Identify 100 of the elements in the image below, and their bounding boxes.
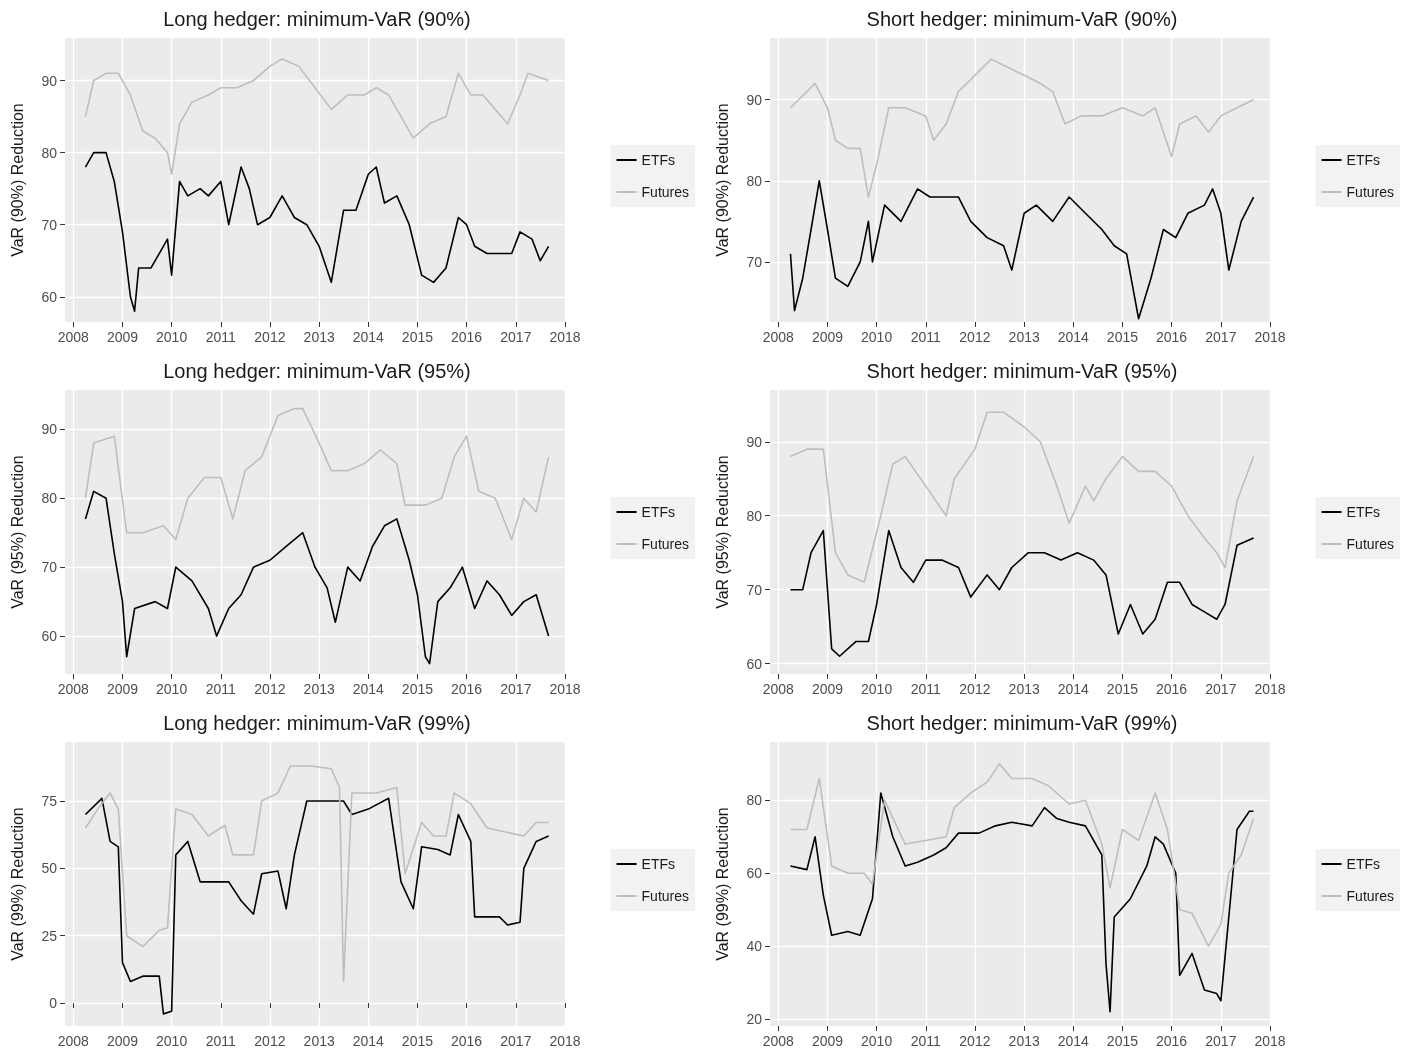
x-tick-label: 2014	[1057, 329, 1090, 345]
x-tick-label: 2013	[1008, 681, 1040, 697]
y-tick-label: 70	[746, 253, 763, 270]
legend-label: ETFs	[1346, 504, 1380, 520]
x-tick-label: 2008	[762, 329, 794, 345]
y-axis-title: VaR (95%) Reduction	[8, 455, 26, 609]
x-tick-label: 2009	[811, 681, 844, 697]
legend-label: ETFs	[1346, 856, 1380, 872]
line-series	[84, 490, 550, 665]
x-tick-label: 2015	[401, 329, 434, 345]
x-tick-label: 2016	[1156, 329, 1188, 345]
y-tick-label: 80	[41, 144, 58, 161]
y-tick-label: 80	[746, 792, 763, 809]
legend-label: ETFs	[641, 856, 675, 872]
y-tick-label: 70	[746, 581, 763, 598]
y-tick-label: 60	[746, 655, 763, 672]
y-tick-label: 25	[41, 927, 58, 944]
x-tick-label: 2015	[401, 681, 434, 697]
x-tick-label: 2018	[549, 329, 581, 345]
x-tick-label: 2013	[303, 681, 335, 697]
y-tick-label: 80	[41, 490, 58, 507]
x-tick-label: 2013	[303, 329, 335, 345]
y-tick-label: 75	[41, 793, 58, 810]
x-tick-label: 2011	[910, 329, 942, 345]
x-tick-label: 2016	[1156, 1033, 1188, 1049]
x-tick-label: 2018	[1254, 681, 1286, 697]
legend-label: Futures	[1346, 888, 1395, 904]
x-tick-label: 2016	[451, 1033, 483, 1049]
x-tick-label: 2012	[254, 1033, 286, 1049]
x-tick-label: 2011	[205, 681, 237, 697]
legend-label: ETFs	[641, 504, 675, 520]
x-tick-label: 2014	[1057, 681, 1090, 697]
legend-label: ETFs	[641, 152, 675, 168]
x-tick-label: 2012	[959, 329, 991, 345]
line-series	[789, 792, 1255, 1013]
line-series	[84, 797, 550, 1015]
y-tick-label: 50	[41, 860, 58, 877]
y-tick-label: 40	[746, 938, 763, 955]
line-series	[789, 411, 1255, 584]
y-tick-label: 60	[41, 288, 58, 305]
chart-title: Short hedger: minimum-VaR (95%)	[866, 360, 1178, 382]
x-tick-label: 2009	[106, 329, 139, 345]
legend-label: Futures	[1346, 536, 1395, 552]
x-tick-label: 2009	[811, 329, 844, 345]
line-series	[84, 58, 550, 176]
legend-label: Futures	[641, 536, 690, 552]
y-tick-label: 70	[41, 559, 58, 576]
y-tick-label: 0	[49, 995, 58, 1012]
line-series	[789, 180, 1255, 320]
line-series	[84, 151, 550, 312]
x-tick-label: 2013	[1008, 329, 1040, 345]
x-tick-label: 2008	[57, 329, 89, 345]
x-tick-label: 2015	[1106, 329, 1139, 345]
y-tick-label: 90	[41, 421, 58, 438]
x-tick-label: 2014	[352, 681, 385, 697]
chart-title: Long hedger: minimum-VaR (99%)	[163, 712, 471, 734]
x-tick-label: 2016	[451, 681, 483, 697]
x-tick-label: 2012	[254, 681, 286, 697]
x-tick-label: 2012	[959, 1033, 991, 1049]
x-tick-label: 2015	[1106, 681, 1139, 697]
x-tick-label: 2009	[106, 681, 139, 697]
x-tick-label: 2013	[1008, 1033, 1040, 1049]
x-tick-label: 2008	[762, 1033, 794, 1049]
x-tick-label: 2017	[1205, 329, 1237, 345]
x-tick-label: 2018	[549, 681, 581, 697]
y-tick-label: 80	[746, 507, 763, 524]
line-series	[84, 765, 550, 983]
x-tick-label: 2011	[910, 681, 942, 697]
x-tick-label: 2010	[156, 681, 188, 697]
x-tick-label: 2010	[861, 329, 893, 345]
chart-title: Short hedger: minimum-VaR (99%)	[866, 712, 1178, 734]
line-series	[789, 58, 1255, 198]
x-tick-label: 2012	[254, 329, 286, 345]
y-axis-title: VaR (90%) Reduction	[8, 103, 26, 257]
line-series	[84, 407, 550, 541]
chart-title: Short hedger: minimum-VaR (90%)	[866, 8, 1178, 30]
x-tick-label: 2008	[57, 1033, 89, 1049]
x-tick-label: 2018	[549, 1033, 581, 1049]
x-tick-label: 2010	[156, 1033, 188, 1049]
x-tick-label: 2012	[959, 681, 991, 697]
y-tick-label: 80	[746, 172, 763, 189]
x-tick-label: 2015	[1106, 1033, 1139, 1049]
x-tick-label: 2011	[205, 329, 237, 345]
x-tick-label: 2018	[1254, 1033, 1286, 1049]
x-tick-label: 2017	[1205, 681, 1237, 697]
x-tick-label: 2014	[352, 329, 385, 345]
x-tick-label: 2017	[1205, 1033, 1237, 1049]
line-series	[789, 529, 1255, 658]
x-tick-label: 2017	[500, 329, 532, 345]
y-tick-label: 70	[41, 216, 58, 233]
x-tick-label: 2017	[500, 1033, 532, 1049]
x-tick-label: 2016	[1156, 681, 1188, 697]
x-tick-label: 2011	[205, 1033, 237, 1049]
y-axis-title: VaR (99%) Reduction	[8, 807, 26, 961]
y-axis-title: VaR (90%) Reduction	[713, 103, 731, 257]
legend-label: Futures	[1346, 184, 1395, 200]
y-tick-label: 20	[746, 1011, 763, 1028]
x-tick-label: 2013	[303, 1033, 335, 1049]
x-tick-label: 2016	[451, 329, 483, 345]
x-tick-label: 2014	[352, 1033, 385, 1049]
